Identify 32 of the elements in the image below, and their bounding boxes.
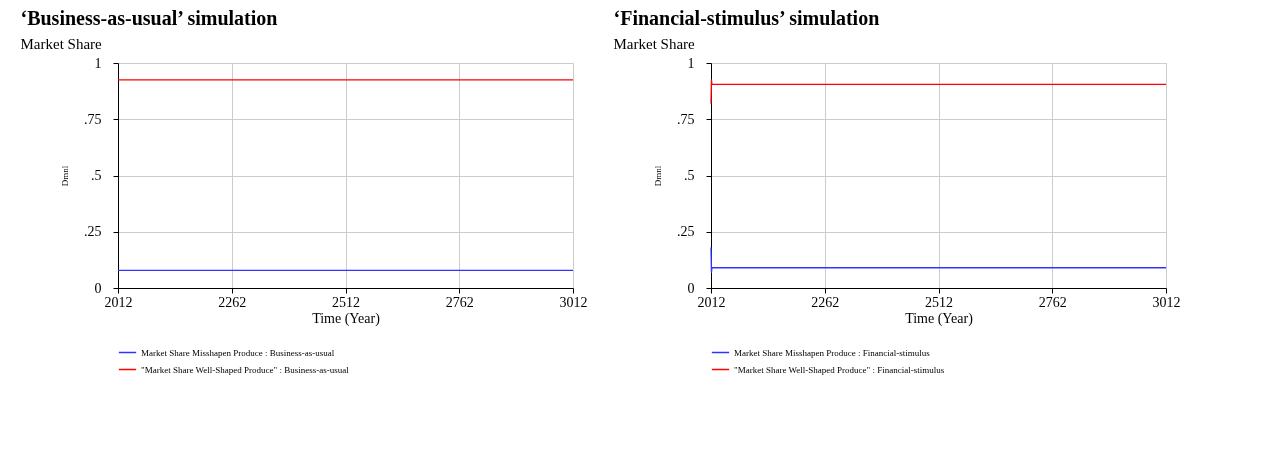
chart-subtitle: Market Share [613,36,696,52]
x-tick-label: 2012 [697,294,726,310]
x-tick-label: 2512 [332,294,360,310]
legend-label: Market Share Misshapen Produce : Financial-stimulus [734,347,931,358]
y-tick-label: 1 [94,55,102,71]
y-tick-label: .5 [91,168,102,183]
chart-title: ‘Business-as-usual’ simulation [20,7,278,29]
x-axis-title: Time (Year) [312,310,381,327]
x-tick-label: 2762 [1038,294,1067,310]
x-tick-label: 3012 [1152,294,1181,310]
legend-label: "Market Share Well-Shaped Produce" : Financial-stimulus [734,364,945,375]
y-tick-label: .75 [84,111,102,127]
chart-title: ‘Financial-stimulus’ simulation [613,7,880,29]
x-tick-label: 2012 [104,294,133,310]
legend-label: Market Share Misshapen Produce : Business-as-usual [141,347,335,358]
y-axis-title: Dmnl [653,165,663,187]
x-tick-label: 3012 [559,294,588,310]
x-axis-title: Time (Year) [905,310,974,327]
y-tick-label: .75 [677,111,695,127]
legend-label: "Market Share Well-Shaped Produce" : Business-as-usual [141,364,350,375]
y-tick-label: .25 [84,224,102,240]
x-tick-label: 2262 [218,294,247,310]
x-tick-label: 2262 [811,294,840,310]
x-tick-label: 2512 [925,294,953,310]
y-tick-label: 0 [687,280,695,296]
x-tick-label: 2762 [445,294,474,310]
chart-subtitle: Market Share [20,36,103,52]
y-axis-title: Dmnl [60,165,70,187]
y-tick-label: 0 [94,280,102,296]
y-tick-label: .25 [677,224,695,240]
y-tick-label: .5 [684,168,695,183]
y-tick-label: 1 [687,55,695,71]
